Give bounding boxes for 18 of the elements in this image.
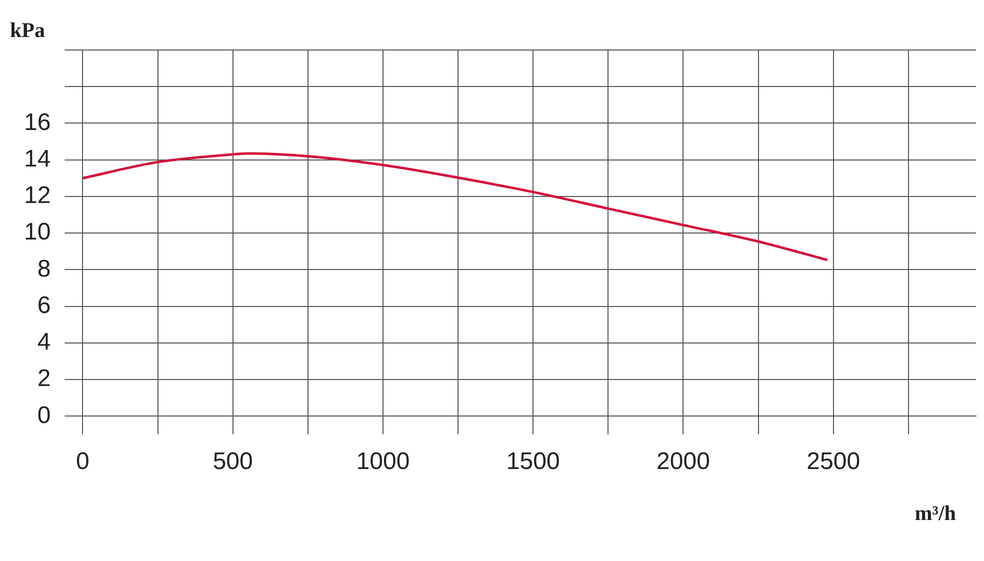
y-tick-label: 16 [24,108,51,136]
x-axis-title: m³/h [914,501,956,525]
x-tick-label: 1000 [356,448,410,476]
y-axis-title: kPa [10,18,46,42]
x-tick-label: 2500 [806,448,860,476]
line-series [82,152,829,262]
y-tick-label: 10 [24,218,51,246]
y-tick-label: 14 [24,145,51,172]
y-tick-label: 2 [37,365,51,392]
y-tick-label: 0 [37,402,51,429]
y-tick-label: 8 [37,255,51,282]
x-tick-label: 1500 [506,448,560,476]
y-tick-label: 4 [37,328,51,356]
y-tick-label: 6 [37,292,51,319]
x-tick-label: 500 [212,448,253,476]
x-tick-label: 2000 [656,448,710,476]
y-tick-label: 12 [24,182,51,210]
x-tick-label: 0 [76,448,90,476]
